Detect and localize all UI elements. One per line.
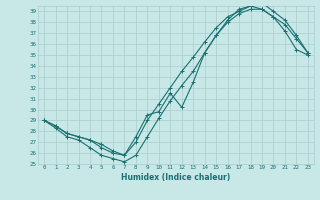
X-axis label: Humidex (Indice chaleur): Humidex (Indice chaleur): [121, 173, 231, 182]
